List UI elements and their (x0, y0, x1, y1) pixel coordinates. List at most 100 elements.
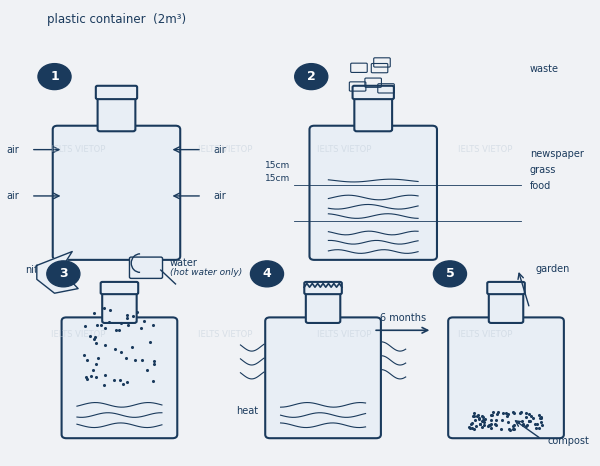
Point (93, 354, 103, 362)
Point (524, 410, 534, 418)
Point (473, 411, 483, 418)
Point (97, 322, 106, 329)
Point (476, 420, 485, 428)
Point (479, 413, 488, 421)
Point (478, 417, 487, 424)
Point (80, 322, 89, 329)
Point (464, 424, 474, 431)
Point (112, 327, 121, 334)
Point (509, 425, 518, 432)
Point (470, 425, 479, 432)
Point (479, 418, 488, 426)
Point (534, 424, 544, 432)
FancyBboxPatch shape (62, 317, 177, 438)
Point (503, 418, 512, 425)
Point (521, 409, 531, 417)
Circle shape (433, 261, 466, 287)
Point (523, 422, 532, 429)
FancyBboxPatch shape (265, 317, 381, 438)
Point (88, 366, 97, 374)
Point (491, 417, 501, 424)
Point (524, 417, 534, 425)
Text: waste: waste (530, 63, 559, 74)
Point (91, 374, 101, 381)
Text: IELTS VIETOP: IELTS VIETOP (458, 145, 512, 154)
Point (475, 415, 484, 422)
FancyBboxPatch shape (487, 282, 525, 294)
Text: air: air (214, 144, 227, 155)
Circle shape (47, 261, 80, 287)
Point (89, 335, 98, 343)
FancyBboxPatch shape (53, 126, 180, 260)
Point (509, 421, 519, 428)
Text: water: water (170, 258, 197, 268)
Point (91, 339, 101, 347)
Point (100, 371, 110, 378)
Text: newspaper: newspaper (530, 149, 584, 159)
Text: (hot water only): (hot water only) (170, 268, 242, 277)
FancyBboxPatch shape (310, 126, 437, 260)
Text: heat: heat (236, 406, 258, 416)
Text: compost: compost (547, 437, 589, 446)
Point (478, 417, 487, 425)
Point (484, 421, 494, 429)
Point (536, 418, 546, 426)
Point (82, 375, 91, 383)
Point (491, 421, 500, 428)
Point (492, 410, 502, 418)
Point (486, 420, 496, 428)
Point (466, 424, 475, 432)
Point (477, 423, 487, 431)
Point (526, 417, 535, 425)
Text: air: air (7, 144, 19, 155)
Point (485, 421, 494, 428)
Text: 15cm: 15cm (265, 174, 290, 183)
Point (503, 410, 512, 418)
Point (470, 417, 480, 424)
Point (91, 360, 101, 368)
Point (483, 422, 493, 429)
Point (475, 414, 484, 422)
Point (532, 424, 541, 432)
Point (517, 418, 526, 425)
Point (104, 318, 114, 325)
Text: 15cm: 15cm (265, 161, 290, 171)
Point (116, 319, 126, 326)
Point (122, 312, 131, 319)
Point (505, 425, 514, 433)
Text: 3: 3 (59, 267, 68, 281)
Text: 6 months: 6 months (380, 313, 426, 323)
Point (148, 377, 158, 384)
Point (538, 421, 547, 428)
Point (529, 414, 538, 422)
FancyBboxPatch shape (304, 282, 342, 294)
Point (116, 349, 126, 356)
Point (106, 306, 115, 313)
Point (509, 410, 518, 417)
Point (535, 415, 544, 422)
Point (82, 356, 92, 363)
FancyBboxPatch shape (130, 257, 163, 278)
Point (480, 416, 490, 423)
Text: nitrogen: nitrogen (25, 265, 66, 275)
Point (515, 410, 524, 417)
FancyBboxPatch shape (489, 291, 523, 323)
Point (526, 412, 536, 419)
Point (501, 410, 511, 417)
Point (136, 325, 145, 332)
Point (122, 314, 132, 322)
Text: grass: grass (530, 165, 556, 176)
Point (469, 409, 478, 417)
Point (86, 373, 96, 380)
Text: food: food (530, 181, 551, 191)
Text: 4: 4 (263, 267, 271, 281)
Point (469, 412, 478, 420)
Text: IELTS VIETOP: IELTS VIETOP (317, 145, 371, 154)
Point (476, 420, 485, 428)
Text: IELTS VIETOP: IELTS VIETOP (199, 330, 253, 339)
Text: 5: 5 (446, 267, 454, 281)
FancyBboxPatch shape (306, 291, 340, 323)
Point (486, 424, 496, 432)
Point (99, 382, 109, 389)
Point (470, 412, 479, 419)
